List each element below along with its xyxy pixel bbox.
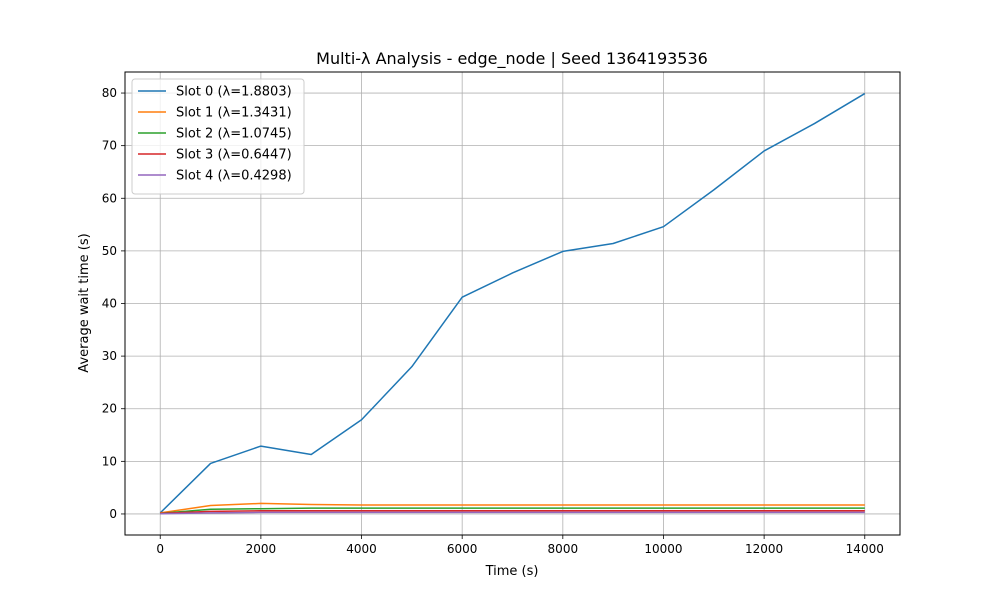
legend-label-slot-0: Slot 0 (λ=1.8803) xyxy=(176,85,292,100)
y-tick-label: 0 xyxy=(109,507,117,521)
x-tick-label: 12000 xyxy=(745,542,783,556)
series-line-slot-2 xyxy=(160,507,865,515)
y-tick-label: 40 xyxy=(102,297,117,311)
legend: Slot 0 (λ=1.8803) Slot 1 (λ=1.3431) Slot 2… xyxy=(131,78,305,195)
series-line-slot-4 xyxy=(160,511,865,515)
series-layer xyxy=(159,92,866,515)
legend-label-slot-3: Slot 3 (λ=0.6447) xyxy=(176,148,292,163)
chart-title: Multi-λ Analysis - edge_node | Seed 1364… xyxy=(316,49,708,69)
series-line-slot-3 xyxy=(160,510,865,515)
y-tick-label: 70 xyxy=(102,139,117,153)
x-tick-label: 10000 xyxy=(644,542,682,556)
grid-lines xyxy=(125,72,900,535)
legend-label-slot-4: Slot 4 (λ=0.4298) xyxy=(176,169,292,184)
legend-label-slot-1: Slot 1 (λ=1.3431) xyxy=(176,106,292,121)
y-tick-label: 30 xyxy=(102,349,117,363)
x-tick-label: 14000 xyxy=(846,542,884,556)
legend-box xyxy=(131,78,305,195)
y-tick-label: 80 xyxy=(102,86,117,100)
x-tick-label: 4000 xyxy=(346,542,377,556)
y-axis-label: Average wait time (s) xyxy=(77,233,92,372)
series-line-slot-0 xyxy=(159,92,866,514)
y-tick-label: 60 xyxy=(102,191,117,205)
x-axis-label: Time (s) xyxy=(485,564,539,579)
x-tick-label: 2000 xyxy=(246,542,277,556)
y-tick-label: 20 xyxy=(102,402,117,416)
series-line-slot-1 xyxy=(160,502,865,514)
x-tick-label: 6000 xyxy=(447,542,478,556)
x-tick-label: 8000 xyxy=(548,542,579,556)
legend-label-slot-2: Slot 2 (λ=1.0745) xyxy=(176,127,292,142)
y-tick-label: 10 xyxy=(102,454,117,468)
axis-ticks: 0 2000 4000 6000 8000 10000 12000 14000 0 10 20 30 4… xyxy=(102,86,884,556)
x-tick-label: 0 xyxy=(156,542,164,556)
y-tick-label: 50 xyxy=(102,244,117,258)
